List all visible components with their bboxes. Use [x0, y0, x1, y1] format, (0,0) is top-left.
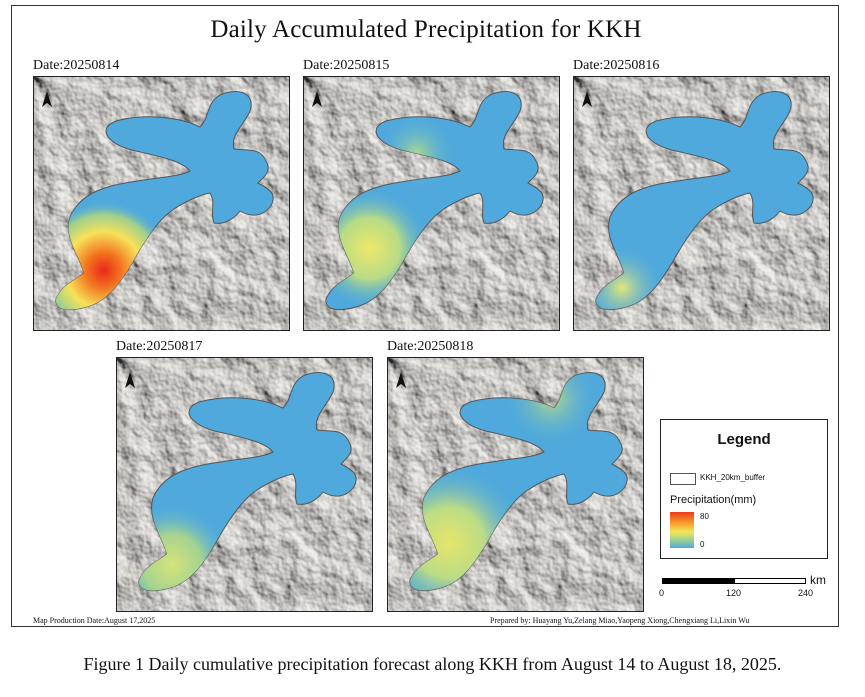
- map-frame: [116, 357, 373, 612]
- panel-date-label: Date:20250817: [116, 339, 203, 354]
- scale-bar-tick: 0: [659, 588, 665, 598]
- map-frame: [33, 76, 290, 331]
- scale-bar: km 0 120 240: [659, 573, 842, 603]
- panel-date-label: Date:20250816: [573, 58, 660, 73]
- north-arrow-icon: [582, 91, 592, 107]
- precipitation-map: [388, 358, 643, 611]
- panel-date-label: Date:20250815: [303, 58, 390, 73]
- north-arrow-icon: [396, 372, 406, 388]
- scale-bar-tick: 120: [726, 588, 742, 598]
- panel-date-label: Date:20250814: [33, 58, 120, 73]
- scale-bar-unit: km: [810, 573, 826, 587]
- figure-caption: Figure 1 Daily cumulative precipitation …: [83, 654, 782, 674]
- north-arrow-icon: [42, 91, 52, 107]
- precipitation-color-ramp: [670, 512, 694, 548]
- precipitation-label: Precipitation(mm): [670, 494, 757, 506]
- legend-title: Legend: [717, 431, 771, 448]
- north-arrow-icon: [312, 91, 322, 107]
- ramp-min-label: 0: [700, 540, 705, 549]
- buffer-label: KKH_20km_buffer: [700, 473, 766, 482]
- scale-bar-tick: 240: [798, 588, 814, 598]
- map-layout-frame: Daily Accumulated Precipitation for KKH …: [11, 5, 839, 627]
- precipitation-map: [34, 77, 289, 330]
- panel-date-label: Date:20250818: [387, 339, 474, 354]
- ramp-max-label: 80: [700, 512, 709, 521]
- map-frame: [573, 76, 830, 331]
- precipitation-map: [117, 358, 372, 611]
- map-frame: [387, 357, 644, 612]
- prepared-by: Prepared by: Huayang Yu,Zelang Miao,Yaop…: [490, 616, 750, 625]
- legend-box: Legend KKH_20km_buffer Precipitation(mm)…: [660, 419, 828, 559]
- precipitation-map: [574, 77, 829, 330]
- map-title: Daily Accumulated Precipitation for KKH: [210, 16, 642, 43]
- precipitation-map: [304, 77, 559, 330]
- north-arrow-icon: [125, 372, 135, 388]
- scale-bar-segment-black: [662, 578, 734, 584]
- production-date: Map Production Date:August 17,2025: [33, 616, 156, 625]
- map-frame: [303, 76, 560, 331]
- buffer-swatch: [670, 473, 696, 485]
- scale-bar-segment-white: [734, 578, 806, 584]
